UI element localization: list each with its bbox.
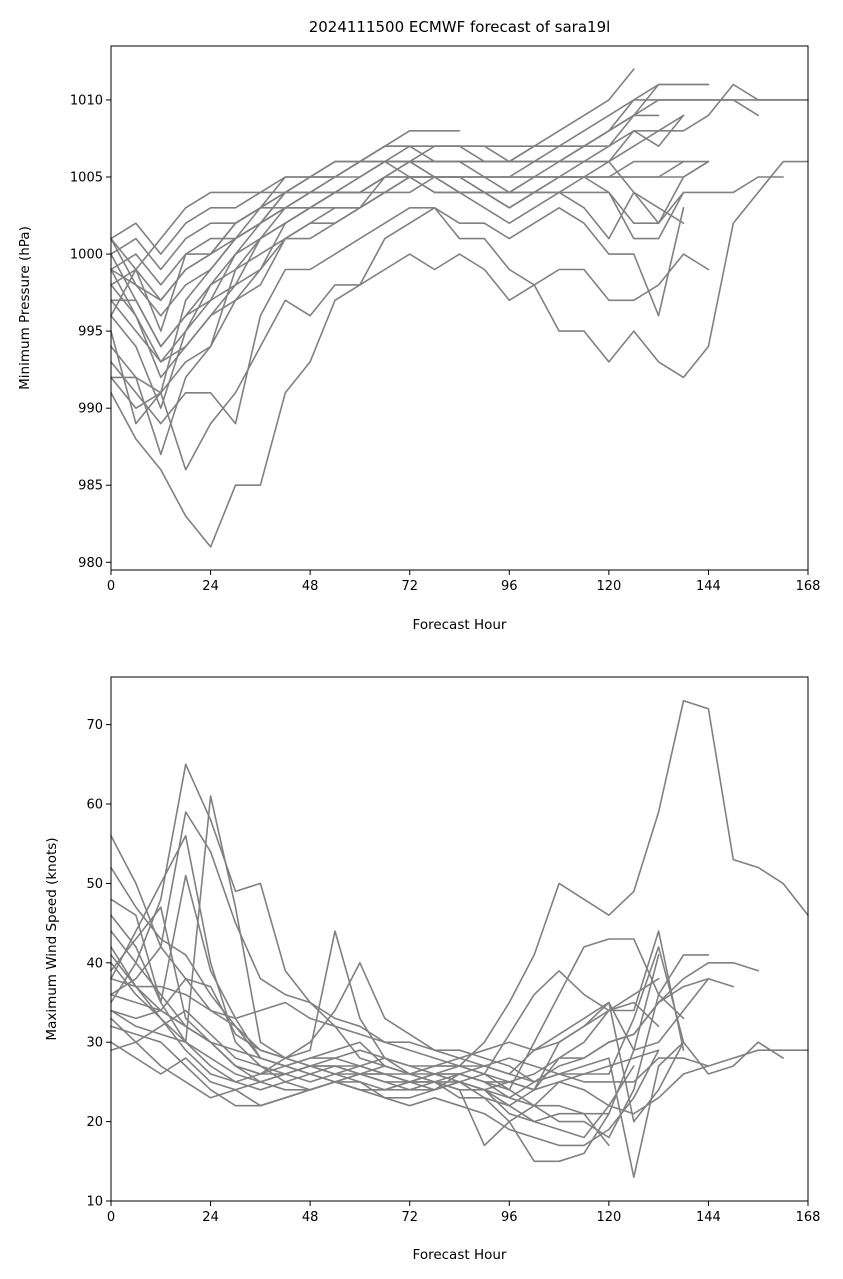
pressure-y-tick-label: 995	[78, 325, 103, 340]
wind-x-tick-label: 120	[596, 1210, 621, 1225]
wind-y-tick-label: 10	[86, 1195, 103, 1210]
wind-series-layer	[110, 699, 809, 1178]
pressure-x-axis-label: Forecast Hour	[413, 617, 507, 633]
pressure-x-tick-label: 96	[501, 579, 518, 594]
pressure-x-tick-label: 168	[796, 579, 821, 594]
wind-x-tick-label: 72	[401, 1210, 418, 1225]
wind-series-20	[110, 954, 735, 1083]
wind-y-tick-label: 20	[86, 1115, 103, 1130]
pressure-x-tick-label: 24	[202, 579, 219, 594]
wind-series-10	[110, 977, 710, 1083]
wind-series-12	[110, 874, 685, 1123]
pressure-x-tick-label: 0	[107, 579, 115, 594]
wind-x-axis-label: Forecast Hour	[413, 1247, 507, 1263]
pressure-series-16	[110, 130, 461, 286]
wind-x-tick-label: 24	[202, 1210, 219, 1225]
pressure-series-12	[110, 99, 809, 302]
wind-y-ticks: 10 20 30 40 50 60 70	[86, 718, 111, 1210]
pressure-series-14	[110, 99, 760, 286]
pressure-y-ticks: 980 985 990 995 1000 1005 1010	[70, 93, 111, 571]
wind-y-tick-label: 30	[86, 1036, 103, 1051]
pressure-x-tick-label: 72	[401, 579, 418, 594]
wind-x-tick-label: 96	[501, 1210, 518, 1225]
wind-series-15	[110, 1001, 660, 1107]
pressure-plot-frame	[110, 45, 809, 571]
pressure-panel: 2024111500 ECMWF forecast of sara19l 0 24…	[17, 18, 820, 633]
chart-title: 2024111500 ECMWF forecast of sara19l	[309, 18, 611, 36]
wind-series-18	[110, 906, 610, 1147]
pressure-y-tick-label: 1005	[70, 171, 103, 186]
pressure-y-tick-label: 985	[78, 479, 103, 494]
pressure-y-axis-label: Minimum Pressure (hPa)	[17, 226, 33, 390]
pressure-series-3	[110, 207, 685, 425]
wind-series-11	[110, 946, 685, 1178]
pressure-series-layer	[110, 68, 809, 548]
wind-series-8	[110, 795, 660, 1163]
pressure-series-17	[110, 114, 685, 332]
wind-y-tick-label: 50	[86, 877, 103, 892]
wind-y-axis-label: Maximum Wind Speed (knots)	[44, 837, 60, 1040]
pressure-x-tick-label: 48	[302, 579, 319, 594]
pressure-y-tick-label: 1010	[70, 93, 103, 108]
pressure-y-tick-label: 1000	[70, 248, 103, 263]
wind-y-tick-label: 70	[86, 718, 103, 733]
pressure-series-5	[110, 176, 685, 425]
wind-x-tick-label: 144	[696, 1210, 721, 1225]
pressure-series-2	[110, 207, 710, 471]
wind-x-tick-label: 0	[107, 1210, 115, 1225]
wind-x-ticks: 0 24 48 72 96 120 144 168	[107, 1201, 821, 1225]
wind-series-17	[110, 977, 710, 1075]
pressure-series-8	[110, 160, 685, 379]
pressure-x-ticks: 0 24 48 72 96 120 144 168	[107, 570, 821, 594]
wind-y-tick-label: 40	[86, 956, 103, 971]
pressure-y-tick-label: 990	[78, 402, 103, 417]
pressure-y-tick-label: 980	[78, 556, 103, 571]
wind-panel: 0 24 48 72 96 120 144 168 10 20 30 40 50 60 70 Foreca…	[44, 676, 821, 1263]
wind-y-tick-label: 60	[86, 798, 103, 813]
pressure-series-6	[110, 160, 685, 410]
wind-x-tick-label: 48	[302, 1210, 319, 1225]
wind-x-tick-label: 168	[796, 1210, 821, 1225]
pressure-series-20	[110, 160, 710, 410]
pressure-x-tick-label: 120	[596, 579, 621, 594]
wind-plot-frame	[110, 676, 809, 1202]
pressure-series-1	[110, 160, 809, 548]
pressure-x-tick-label: 144	[696, 579, 721, 594]
